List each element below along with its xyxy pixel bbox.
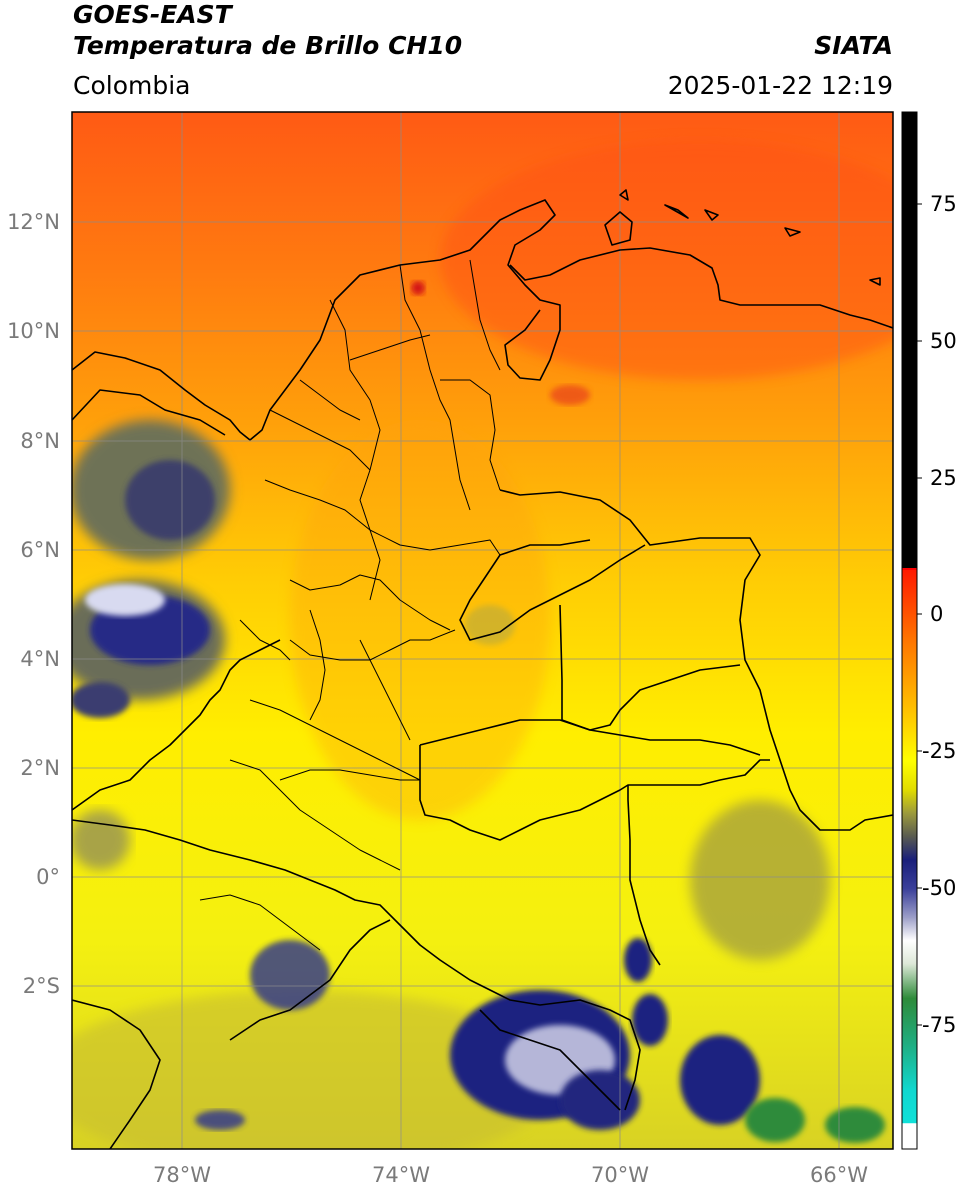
- brightness-field: [72, 112, 893, 1149]
- country-boundaries: [72, 189, 893, 1149]
- colorbar-tick-0: 0: [930, 602, 943, 626]
- colorbar-tick-neg25: -25: [922, 739, 956, 763]
- colorbar-black-segment: [902, 112, 917, 568]
- lat-label-2n: 2°N: [20, 756, 60, 780]
- region-label: Colombia: [73, 71, 191, 100]
- colorbar-tick-neg50: -50: [922, 876, 956, 900]
- organization-label: SIATA: [814, 31, 893, 60]
- lat-label-0: 0°: [36, 865, 60, 889]
- lat-label-10n: 10°N: [7, 319, 60, 343]
- colorbar-tick-75: 75: [930, 192, 957, 216]
- lat-label-6n: 6°N: [20, 538, 60, 562]
- lon-label-74w: 74°W: [372, 1163, 430, 1187]
- southern-cloud-cluster: [195, 938, 885, 1143]
- lat-label-2s: 2°S: [23, 974, 60, 998]
- map-frame: [71, 111, 894, 1150]
- colorbar-gradient: [902, 570, 917, 1149]
- timestamp-label: 2025-01-22 12:19: [667, 71, 893, 100]
- satellite-title: GOES-EAST: [73, 0, 232, 29]
- western-cloud-cluster: [72, 420, 230, 870]
- colorbar: 75 50 25 0 -25 -50 -75: [901, 111, 957, 1150]
- lat-label-4n: 4°N: [20, 647, 60, 671]
- colorbar-tick-neg75: -75: [922, 1013, 956, 1037]
- lat-label-12n: 12°N: [7, 210, 60, 234]
- lon-label-66w: 66°W: [810, 1163, 868, 1187]
- colorbar-tick-50: 50: [930, 329, 957, 353]
- lon-label-78w: 78°W: [153, 1163, 211, 1187]
- longitude-labels: 78°W 74°W 70°W 66°W: [153, 1163, 868, 1187]
- product-title: Temperatura de Brillo CH10: [73, 31, 463, 60]
- lon-label-70w: 70°W: [591, 1163, 649, 1187]
- colorbar-frame: [901, 111, 918, 1150]
- colorbar-tick-25: 25: [930, 466, 957, 490]
- department-boundaries: [199, 259, 501, 951]
- lat-label-8n: 8°N: [20, 429, 60, 453]
- latitude-labels: 12°N 10°N 8°N 6°N 4°N 2°N 0° 2°S: [7, 210, 60, 998]
